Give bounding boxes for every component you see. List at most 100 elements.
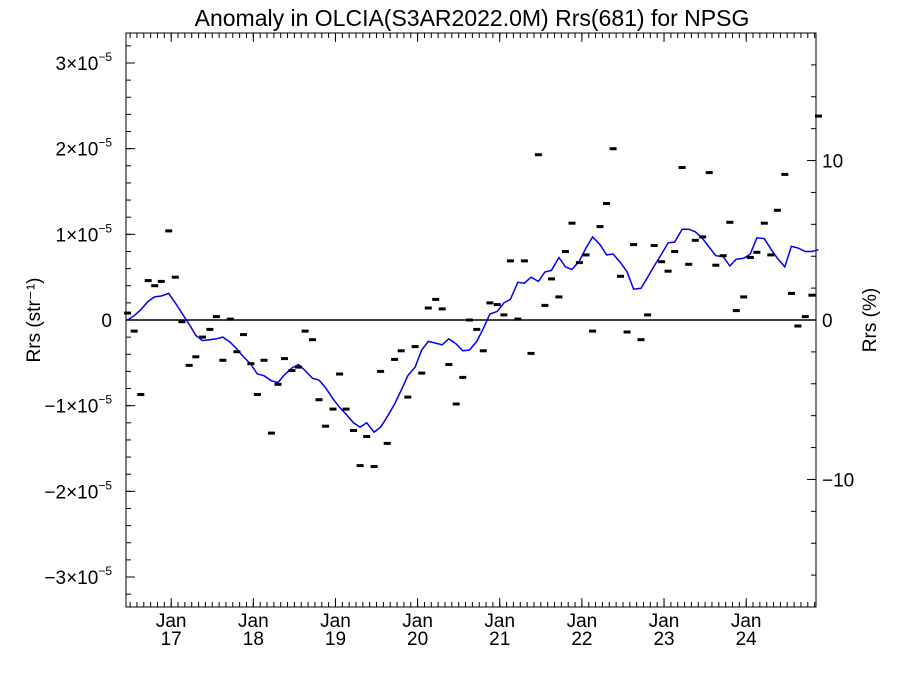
data-point [678,166,686,169]
data-point [630,243,638,247]
data-point [342,407,350,411]
data-point [815,114,822,118]
data-point [562,250,569,253]
data-point [740,295,748,299]
data-point [151,284,159,288]
x-tick-label-year: 19 [325,629,346,650]
data-point [130,329,138,333]
data-point [438,307,446,311]
x-tick-label-month: Jan [320,611,351,632]
x-tick-label-month: Jan [156,611,187,632]
data-point [712,263,720,267]
data-point [781,172,789,176]
data-point [253,393,261,396]
data-point [432,297,440,301]
data-point [644,313,652,317]
data-point [192,355,200,359]
data-point [219,358,227,362]
x-tick-label-month: Jan [567,611,598,632]
data-point [411,345,419,349]
data-point [226,317,234,321]
x-tick-label-month: Jan [402,611,433,632]
data-point [370,465,378,468]
data-point [746,256,754,259]
y2-tick-label: 10 [822,152,843,173]
y-axis-title-left: Rrs (str⁻¹) [24,278,45,363]
data-point [178,320,186,324]
data-point [281,357,288,361]
data-point [336,372,344,376]
data-point [794,324,802,328]
data-point [658,260,666,264]
data-point [514,317,522,321]
data-point [459,375,467,379]
data-point [260,358,268,362]
data-point [719,254,727,258]
data-point [473,327,481,331]
data-point [726,220,734,224]
data-point [691,238,699,242]
data-point [424,306,432,310]
data-point [295,365,302,369]
data-point [465,318,473,322]
data-point [267,431,275,435]
data-point [760,221,768,225]
y-tick-label: 2×10−5 [56,136,113,161]
data-point [582,253,590,257]
data-point [383,441,391,445]
data-point [479,349,487,353]
data-point [124,311,132,315]
data-point [315,398,323,402]
data-point [617,274,624,278]
data-point [486,301,494,305]
x-tick-label-year: 21 [489,629,510,650]
x-tick-label-month: Jan [238,611,269,632]
data-point [767,253,775,257]
data-point [288,369,296,372]
y-tick-label: 3×10−5 [56,50,113,75]
x-tick-label-year: 17 [161,629,182,650]
right-y-axis: 10 0 −10 [807,32,854,608]
x-tick-label-year: 20 [407,629,428,650]
data-point [329,407,337,411]
data-point [596,225,604,229]
data-point [664,269,672,273]
data-point [418,371,426,375]
data-point [404,395,412,399]
data-point [322,424,330,428]
x-tick-label-year: 23 [653,629,674,650]
anomaly-points [124,114,822,468]
data-point [309,338,316,342]
x-tick-label-year: 18 [243,629,264,650]
smoothed-anomaly-line [127,228,819,434]
x-tick-label-month: Jan [731,611,762,632]
data-point [144,279,152,283]
data-point [671,250,679,253]
data-point [198,335,206,339]
y-axis-title-right: Rrs (%) [860,288,881,352]
y2-tick-label: −10 [822,470,854,491]
data-point [493,303,501,307]
data-point [534,153,542,157]
data-point [165,229,173,233]
data-point [555,295,563,299]
data-point [500,313,508,317]
y-tick-label: 0 [101,311,112,332]
data-point [452,402,460,406]
data-point [623,330,631,334]
data-point [171,275,179,279]
y-tick-label: −2×10−5 [44,478,112,503]
data-point [356,464,364,468]
x-tick-label-year: 24 [736,629,758,650]
data-point [391,357,399,361]
data-point [506,259,514,263]
data-point [650,244,658,247]
left-y-axis: 3×10−5 2×10−5 1×10−5 0 −1×10−5 −2×10−5 −3×10−5 [44,45,135,595]
data-point [233,350,241,354]
data-point [705,171,713,175]
y-tick-label: 1×10−5 [56,221,113,246]
y-tick-label: −1×10−5 [44,393,112,418]
x-tick-label-month: Jan [649,611,680,632]
data-point [137,393,145,396]
